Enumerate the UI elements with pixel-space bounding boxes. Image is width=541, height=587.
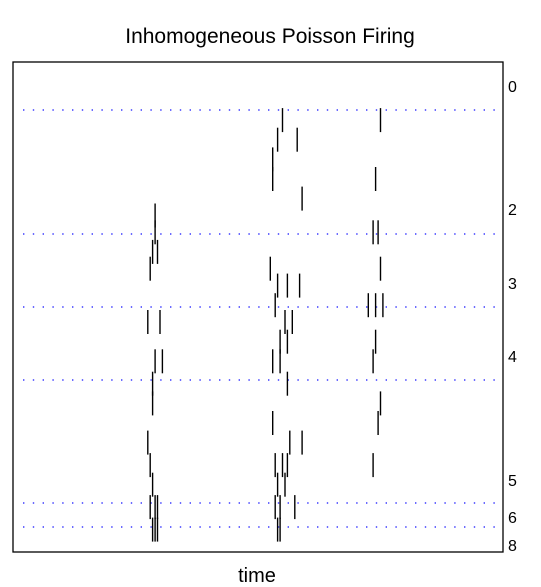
y-tick-label-5: 5 bbox=[508, 473, 517, 490]
y-tick-label-2: 2 bbox=[508, 202, 517, 219]
y-tick-label-8: 8 bbox=[508, 538, 517, 555]
y-tick-label-3: 3 bbox=[508, 276, 517, 293]
y-tick-label-6: 6 bbox=[508, 510, 517, 527]
x-axis-label: time bbox=[238, 565, 276, 587]
grid-lines bbox=[23, 109, 501, 528]
plot-frame bbox=[12, 61, 504, 553]
chart-title: Inhomogeneous Poisson Firing bbox=[125, 25, 415, 48]
spike-trains bbox=[147, 108, 384, 542]
y-tick-label-4: 4 bbox=[508, 349, 517, 366]
y-tick-label-0: 0 bbox=[508, 79, 517, 96]
y-tick-labels: 0 2 3 4 5 6 8 bbox=[508, 79, 517, 555]
